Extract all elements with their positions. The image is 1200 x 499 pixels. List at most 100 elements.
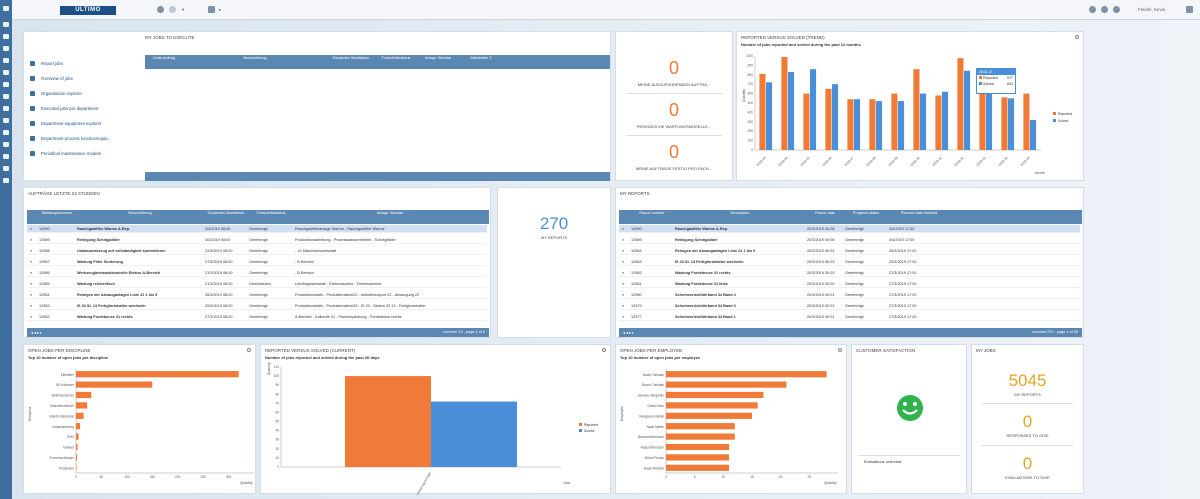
gear-icon[interactable]: [3, 34, 9, 39]
table-row[interactable]: ⌕ 12977 Scherbenrückführband 34 Band 1 20/3…: [619, 313, 1080, 321]
search-icon[interactable]: ⌕: [30, 260, 33, 264]
search-icon[interactable]: ⌕: [30, 249, 33, 253]
table-row[interactable]: ⌕ 12987 Wartung Filter Sortierung 27/3/2019…: [27, 258, 487, 266]
search-icon[interactable]: ⌕: [622, 238, 625, 242]
search-icon[interactable]: ⌕: [30, 227, 33, 231]
kpi-value[interactable]: 5045: [1008, 371, 1047, 390]
grid-icon[interactable]: [3, 154, 9, 159]
panel-title: OPEN JOBS PER DISCIPLINE: [28, 348, 91, 353]
wrench-icon[interactable]: [3, 178, 9, 183]
zoom-icon[interactable]: [247, 348, 251, 352]
table-row[interactable]: ⌕ 12984 Reinigen der Absauganlagen Linie 2…: [619, 247, 1080, 255]
back-icon[interactable]: [157, 6, 164, 13]
table-cell: 12990: [39, 227, 50, 231]
menu-icon[interactable]: [3, 6, 9, 11]
calendar-icon[interactable]: [3, 70, 9, 75]
table-row[interactable]: ⌕ 12989 Reinigung Schrägbilder 3/4/2019 08:…: [27, 236, 487, 244]
table-row[interactable]: ⌕ 12982 Wartung Fordebeuse 31 rechts 20/3/2…: [619, 269, 1080, 277]
list-icon[interactable]: [3, 82, 9, 87]
table-cell: - B Bereich: [295, 260, 314, 264]
table-row[interactable]: ⌕ 12981 Wartung Fordebeuse 31 links 20/3/20…: [619, 280, 1080, 288]
chevron-down-icon[interactable]: ▾: [182, 7, 185, 12]
help-icon[interactable]: [1101, 6, 1108, 13]
chart-icon[interactable]: [3, 130, 9, 135]
table-row[interactable]: ⌕ 12983 IS 33 St. 13 Fertigformhalter wech…: [619, 258, 1080, 266]
table-row[interactable]: ⌕ 12980 Scherbenrückführband 34 Band 4 20/3…: [619, 291, 1080, 299]
legend-label: Solved: [584, 429, 594, 433]
link-report-jobs[interactable]: Report jobs: [30, 60, 63, 66]
search-icon[interactable]: ⌕: [622, 315, 625, 319]
settings-icon[interactable]: [1089, 6, 1096, 13]
kpi-value[interactable]: 0: [1022, 412, 1033, 431]
kpi-value[interactable]: 0: [1022, 454, 1033, 473]
user-name[interactable]: Fleider, Kevin: [1138, 7, 1166, 12]
table-row[interactable]: ⌕ 12990 Rauchgasfilter Warme A-Rep. 20/3/20…: [619, 225, 1080, 233]
table-row[interactable]: ⌕ 12984 Reinigen der Absauganlagen Linie 2…: [27, 291, 487, 299]
bar-reported: [913, 69, 920, 150]
box-icon[interactable]: [3, 94, 9, 99]
zoom-icon[interactable]: [602, 348, 606, 352]
x-tick-label: 0: [75, 475, 77, 479]
zoom-icon[interactable]: [838, 348, 842, 352]
kpi-value[interactable]: 0: [668, 100, 679, 120]
search-icon[interactable]: ⌕: [30, 315, 33, 319]
jobs-table-footer: [145, 172, 610, 181]
pager-arrows-icon[interactable]: ◂ ◂ ▸ ▸: [623, 331, 634, 335]
folder-icon[interactable]: [3, 118, 9, 123]
bar: [76, 443, 78, 451]
link-equipment-explorer[interactable]: Department equipment explorer: [30, 120, 101, 126]
divider: [982, 403, 1073, 404]
search-icon[interactable]: ⌕: [30, 293, 33, 297]
search-icon[interactable]: ⌕: [622, 227, 625, 231]
link-organisation-explorer[interactable]: Organisation explorer: [30, 90, 82, 96]
evaluations-overview-link[interactable]: Evaluations overview: [864, 459, 902, 464]
bar-solved: [832, 84, 839, 150]
auftraege-panel: AUFTRÄGE LETZTE 24 STUNDEN Meldungsnumme…: [23, 187, 491, 338]
search-icon[interactable]: ⌕: [30, 271, 33, 275]
table-row[interactable]: ⌕ 12986 Werkzeugbestandskontrolle Elektro …: [27, 269, 487, 277]
y-tick-label: Elektriker: [61, 373, 75, 377]
tools-icon[interactable]: [3, 46, 9, 51]
table-cell: Genehmigt: [845, 315, 864, 319]
forward-icon[interactable]: [169, 6, 176, 13]
logout-icon[interactable]: [1186, 6, 1193, 13]
kpi-value[interactable]: 270: [539, 214, 569, 233]
database-icon[interactable]: [3, 166, 9, 171]
pager-arrows-icon[interactable]: ◂ ◂ ▸ ▸: [31, 331, 42, 335]
star-icon[interactable]: [3, 142, 9, 147]
search-icon[interactable]: ⌕: [30, 282, 33, 286]
table-row[interactable]: ⌕ 12983 IS 33 St. 13 Fertigformhalter wech…: [27, 302, 487, 310]
table-row[interactable]: ⌕ 12989 Reinigung Schrägbilder 20/3/2019 00…: [619, 236, 1080, 244]
cart-icon[interactable]: [3, 106, 9, 111]
link-process-function[interactable]: Department process function/equip...: [30, 135, 111, 141]
link-executed-jobs[interactable]: Executed jobs per department: [30, 105, 98, 111]
home-icon[interactable]: [208, 6, 215, 13]
kpi-value[interactable]: 0: [668, 58, 679, 78]
zoom-icon[interactable]: [1075, 35, 1079, 39]
search-icon[interactable]: ⌕: [622, 282, 625, 286]
ultimo-logo[interactable]: ULTIMO: [60, 6, 116, 15]
search-icon[interactable]: ⌕: [622, 249, 625, 253]
kpi-value[interactable]: 0: [668, 142, 679, 162]
search-icon[interactable]: ⌕: [622, 304, 625, 308]
search-icon[interactable]: ⌕: [622, 271, 625, 275]
y-tick-label: 800: [748, 73, 754, 77]
table-row[interactable]: ⌕ 12990 Rauchgasfilter Warme A-Rep. 3/4/201…: [27, 225, 487, 233]
bar: [666, 464, 730, 471]
x-tick-label: 2018-04: [778, 156, 789, 167]
search-icon[interactable]: ⌕: [30, 238, 33, 242]
table-row[interactable]: ⌕ 12979 Scherbenrückführband 34 Band 3 20/3…: [619, 302, 1080, 310]
bar-solved: [942, 91, 949, 150]
table-row[interactable]: ⌕ 12985 Wartung reicheritsch 21/3/2019 08:0…: [27, 280, 487, 288]
bar-solved: [810, 69, 817, 150]
link-periodical-maintenance[interactable]: Periodical maintenance models: [30, 150, 101, 156]
table-row[interactable]: ⌕ 12982 Wartung Fordebeuse 31 rechts 27/3/2…: [27, 313, 487, 321]
person-icon[interactable]: [3, 22, 9, 27]
table-row[interactable]: ⌕ 12988 Umbauwerkzeug auf vollständigkeit …: [27, 247, 487, 255]
link-overview-jobs[interactable]: Overview of jobs: [30, 75, 73, 81]
search-icon[interactable]: ⌕: [622, 293, 625, 297]
document-icon[interactable]: [3, 58, 9, 63]
search-icon[interactable]: ⌕: [622, 260, 625, 264]
bell-icon[interactable]: [1113, 6, 1120, 13]
search-icon[interactable]: ⌕: [30, 304, 33, 308]
